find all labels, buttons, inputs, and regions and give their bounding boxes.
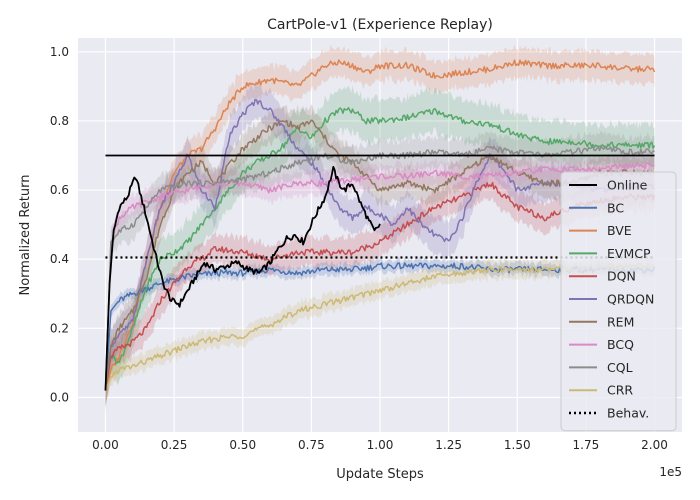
legend-label-qrdqn: QRDQN (607, 292, 654, 307)
band-rem (105, 104, 655, 408)
legend-label-dqn: DQN (607, 269, 636, 284)
x-axis-offset-label: 1e5 (659, 465, 682, 479)
line-bve (104, 59, 656, 391)
x-tick-label: 0.25 (161, 438, 188, 452)
band-cql (105, 130, 655, 406)
x-tick-label: 0.75 (298, 438, 325, 452)
x-tick-label: 1.75 (573, 438, 600, 452)
legend-label-behav: Behav. (607, 406, 649, 421)
y-axis-label: Normalized Return (18, 175, 33, 296)
y-tick-label: 0.8 (50, 114, 69, 128)
chart-title: CartPole-v1 (Experience Replay) (267, 17, 493, 33)
legend-label-cql: CQL (607, 360, 633, 375)
y-tick-label: 0.0 (50, 390, 69, 404)
y-tick-label: 1.0 (50, 45, 69, 59)
legend-label-bve: BVE (607, 223, 632, 238)
line-cql (104, 145, 655, 391)
line-evmcp (104, 107, 656, 391)
x-tick-label: 0.00 (92, 438, 119, 452)
tick-labels: 0.00 0.25 0.50 0.75 1.00 1.25 1.50 1.75 2.00 0.0 0… (50, 45, 668, 452)
legend: Online BC BVE EVMCP DQN QRDQN REM BCQ CQL CRR Beha… (560, 171, 677, 432)
y-tick-label: 0.6 (50, 183, 69, 197)
x-tick-label: 2.00 (641, 438, 668, 452)
y-tick-label: 0.2 (50, 321, 69, 335)
legend-label-bc: BC (607, 200, 624, 215)
legend-label-evmcp: EVMCP (607, 246, 651, 261)
legend-label-crr: CRR (607, 383, 633, 398)
x-tick-label: 0.50 (229, 438, 256, 452)
legend-box (560, 171, 677, 432)
legend-label-rem: REM (607, 314, 634, 329)
x-axis-label: Update Steps (336, 467, 424, 482)
line-bcq (104, 162, 655, 391)
x-tick-label: 1.00 (367, 438, 394, 452)
y-tick-label: 0.4 (50, 252, 69, 266)
legend-label-online: Online (607, 178, 648, 193)
x-tick-label: 1.25 (435, 438, 462, 452)
legend-label-bcq: BCQ (607, 337, 634, 352)
x-tick-label: 1.50 (504, 438, 531, 452)
line-online (104, 166, 381, 391)
band-evmcp (105, 85, 655, 414)
